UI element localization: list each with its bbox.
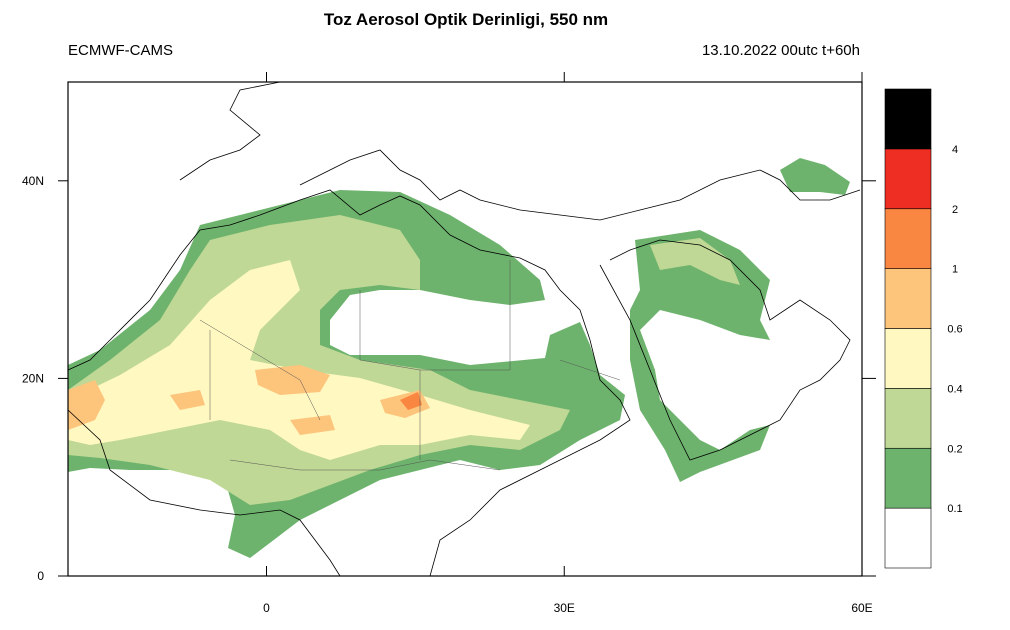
- colorbar-box: [884, 148, 932, 210]
- colorbar-box: [884, 328, 932, 389]
- colorbar-label: 2: [952, 204, 958, 216]
- colorbar-label: 0.1: [947, 503, 962, 515]
- colorbar-label: 0.4: [947, 383, 962, 395]
- level-light-green: [650, 238, 740, 285]
- colorbar-box: [884, 88, 932, 150]
- y-tick-label: 40N: [22, 174, 44, 188]
- coastlines: [67, 81, 861, 577]
- map-frame: [67, 81, 863, 577]
- title: Toz Aerosol Optik Derinligi, 550 nm: [324, 10, 608, 29]
- colorbar-box: [884, 447, 932, 509]
- colorbar-box: [884, 388, 932, 449]
- colorbar-box: [884, 507, 932, 569]
- colorbar-box: [884, 268, 932, 329]
- valid-time: 13.10.2022 00utc t+60h: [702, 42, 860, 59]
- level-green: [780, 158, 850, 195]
- coastline: [67, 189, 631, 577]
- colorbar-box: [884, 208, 932, 269]
- x-tick-label: 60E: [851, 601, 872, 615]
- level-dark-orange: [400, 392, 422, 410]
- aerosol-field: [68, 158, 850, 558]
- border: [199, 260, 621, 471]
- colorbar-label: 0.2: [947, 443, 962, 455]
- colorbar-label: 4: [952, 144, 958, 156]
- x-tick-label: 30E: [554, 601, 575, 615]
- y-tick-label: 0: [37, 569, 44, 583]
- coastline: [179, 81, 861, 221]
- colorbar-label: 1: [952, 264, 958, 276]
- x-tick-label: 0: [263, 601, 270, 615]
- source: ECMWF-CAMS: [68, 42, 173, 59]
- coastline: [599, 239, 851, 461]
- colorbar-label: 0.6: [947, 324, 962, 336]
- y-tick-label: 20N: [22, 371, 44, 385]
- level-green: [630, 230, 770, 482]
